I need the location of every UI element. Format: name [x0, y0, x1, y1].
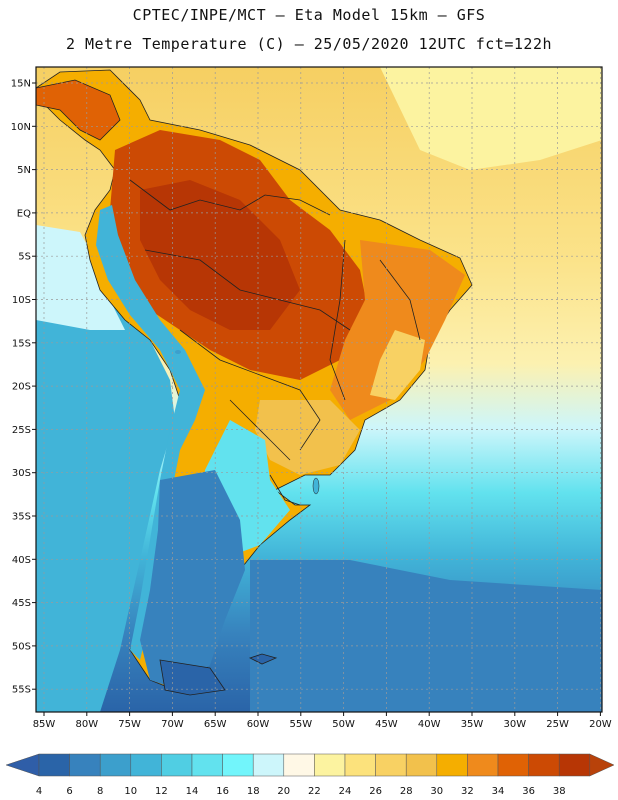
latitude-labels: 15N 10N 5N EQ 5S 10S 15S 20S 25S 30S 35S 40S 45S 50S 5… — [11, 79, 36, 696]
legend-value: 4 — [36, 786, 42, 797]
lat-label: 20S — [12, 382, 31, 393]
lat-label: EQ — [17, 208, 31, 219]
legend-value: 26 — [369, 786, 382, 797]
legend-swatch — [191, 753, 223, 777]
lat-label: 35S — [12, 512, 31, 523]
lon-label: 75W — [118, 719, 141, 730]
legend-value: 18 — [247, 786, 260, 797]
legend-swatch — [344, 753, 376, 777]
lon-label: 60W — [247, 719, 270, 730]
lon-label: 85W — [33, 719, 56, 730]
lon-label: 30W — [503, 719, 526, 730]
legend-value: 30 — [430, 786, 443, 797]
lon-label: 25W — [546, 719, 569, 730]
legend-swatch — [222, 753, 254, 777]
map-frame — [35, 66, 603, 713]
legend-swatch — [161, 753, 193, 777]
legend-value: 38 — [553, 786, 566, 797]
lat-label: 50S — [12, 641, 31, 652]
legend-swatch — [314, 753, 346, 777]
legend-value: 34 — [492, 786, 505, 797]
legend-value: 32 — [461, 786, 474, 797]
east-brazil-warm — [330, 240, 465, 420]
lagoa-dos-patos — [312, 477, 320, 495]
legend-swatch — [99, 753, 132, 777]
longitude-labels: 85W 80W 75W 70W 65W 60W 55W 50W 45W 40W 35W 30W 25W 2… — [33, 712, 612, 730]
central-america — [36, 79, 121, 141]
legend-value: 6 — [66, 786, 72, 797]
lat-label: 40S — [12, 555, 31, 566]
lat-label: 10N — [11, 122, 31, 133]
highlands-mild — [370, 330, 425, 400]
pacific-mild-water — [36, 225, 125, 330]
legend-value: 36 — [522, 786, 535, 797]
lon-label: 80W — [75, 719, 98, 730]
legend-value: 28 — [400, 786, 413, 797]
legend-swatch — [467, 753, 499, 777]
legend-value: 14 — [186, 786, 199, 797]
lon-label: 20W — [589, 719, 612, 730]
legend-swatch — [69, 753, 101, 777]
lon-label: 70W — [161, 719, 184, 730]
legend-swatch — [558, 753, 591, 777]
andes-cold-spine — [96, 205, 205, 660]
lon-label: 55W — [289, 719, 312, 730]
legend-value: 8 — [97, 786, 103, 797]
amazon-core — [140, 180, 300, 330]
legend-swatch — [375, 753, 407, 777]
legend-below-cap — [5, 753, 40, 777]
lon-label: 50W — [332, 719, 355, 730]
pacific-cool-water — [36, 230, 175, 712]
legend-swatch — [405, 753, 438, 777]
lake-titicaca — [175, 350, 181, 354]
legend-value: 24 — [339, 786, 352, 797]
country-borders — [129, 179, 421, 506]
legend-swatch — [528, 753, 560, 777]
legend-value: 12 — [155, 786, 168, 797]
color-legend: 4 6 8 10 12 14 16 18 20 22 24 26 28 30 32 34 36 38 — [5, 753, 615, 797]
southern-brazil-mild — [255, 400, 360, 475]
legend-value: 16 — [216, 786, 229, 797]
graticule — [36, 67, 602, 712]
legend-swatch — [38, 753, 70, 777]
lat-label: 55S — [12, 685, 31, 696]
patagonia-cold — [140, 470, 245, 690]
lat-label: 5S — [18, 252, 31, 263]
legend-swatch — [436, 753, 468, 777]
lat-label: 15S — [12, 338, 31, 349]
legend-value: 10 — [124, 786, 137, 797]
map-title-line-1: CPTEC/INPE/MCT – Eta Model 15km – GFS — [132, 6, 486, 24]
legend-value: 20 — [277, 786, 290, 797]
lat-label: 45S — [12, 598, 31, 609]
south-atlantic-cold — [250, 560, 602, 712]
tierra-del-fuego — [159, 659, 226, 696]
lat-label: 10S — [12, 295, 31, 306]
legend-swatch — [283, 753, 315, 777]
lat-label: 30S — [12, 468, 31, 479]
legend-swatch — [497, 753, 529, 777]
lon-label: 40W — [418, 719, 441, 730]
lat-label: 25S — [12, 425, 31, 436]
map-title-line-2: 2 Metre Temperature (C) – 25/05/2020 12U… — [65, 35, 553, 53]
legend-above-cap — [589, 753, 615, 777]
atlantic-warm-water — [380, 67, 602, 170]
lat-label: 5N — [17, 165, 31, 176]
lon-label: 65W — [204, 719, 227, 730]
legend-swatch — [130, 753, 162, 777]
lon-label: 45W — [375, 719, 398, 730]
lon-label: 35W — [461, 719, 484, 730]
legend-swatch — [252, 753, 285, 777]
lat-label: 15N — [11, 79, 31, 90]
legend-value: 22 — [308, 786, 321, 797]
